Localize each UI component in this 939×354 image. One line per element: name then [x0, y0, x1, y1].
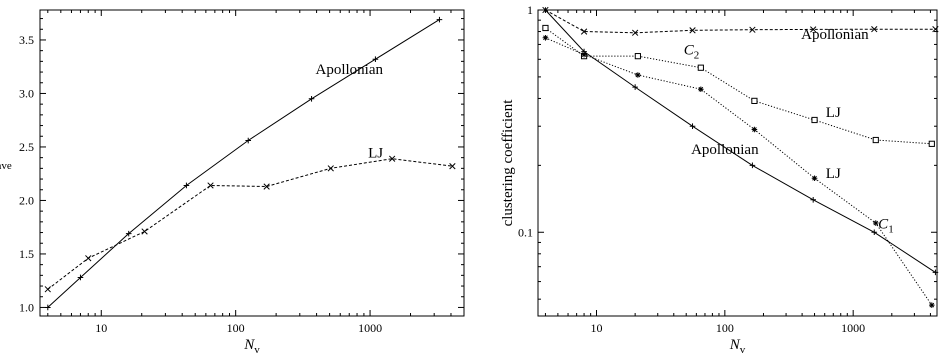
x-tick-label: 1000 — [358, 321, 382, 335]
y-tick-label: 2.0 — [19, 193, 34, 207]
data-point — [872, 220, 879, 226]
data-point — [872, 136, 879, 144]
data-point — [634, 53, 641, 60]
data-point — [810, 196, 816, 203]
path-length-chart: 10 100 1000 1.0 1.5 2.0 2.5 3.0 3.5 Apollonian LJ N… — [0, 9, 465, 354]
data-point — [327, 165, 334, 172]
data-point — [928, 140, 935, 147]
x-tick-label: 100 — [716, 321, 734, 335]
data-point — [580, 28, 588, 35]
data-point — [689, 27, 696, 34]
data-point — [749, 162, 756, 169]
y-axis-label: lave — [0, 153, 12, 172]
series-apollonian — [44, 16, 443, 311]
series-apollonian-c2 — [542, 6, 939, 36]
plot-frame — [39, 9, 465, 317]
series-line — [545, 27, 932, 145]
x-axis-label: Nv — [729, 337, 746, 354]
data-point — [77, 274, 84, 281]
data-point — [932, 26, 939, 33]
data-point — [207, 182, 214, 189]
x-tick-label: 10 — [591, 321, 603, 335]
data-point — [542, 34, 549, 41]
data-point — [751, 126, 758, 133]
data-point — [749, 26, 756, 33]
data-point — [141, 228, 148, 235]
series-line — [545, 37, 933, 306]
data-point — [542, 24, 549, 32]
data-point — [932, 269, 939, 276]
annotation-label: Apollonian — [801, 27, 869, 43]
data-point — [811, 175, 818, 182]
x-axis-label: Nv — [243, 337, 260, 354]
data-point — [811, 116, 818, 124]
y-tick-label: 0.1 — [518, 225, 533, 239]
x-tick-label: 100 — [227, 321, 245, 335]
data-point — [308, 96, 315, 102]
data-point — [632, 84, 638, 90]
data-point — [871, 26, 878, 33]
data-point — [388, 155, 396, 162]
data-point — [436, 16, 443, 23]
annotation-label: Apollonian — [691, 142, 759, 158]
y-axis-label: clustering coefficient — [500, 99, 516, 227]
x-tick-label: 1000 — [841, 321, 865, 335]
data-point — [44, 286, 51, 293]
annotation-label: Apollonian — [315, 62, 383, 78]
data-point — [635, 72, 641, 78]
data-point — [871, 229, 878, 236]
data-point — [581, 51, 587, 58]
data-point — [751, 97, 758, 104]
y-tick-label: 1.0 — [19, 300, 34, 314]
data-point — [44, 304, 51, 311]
y-tick-label: 1.5 — [19, 247, 34, 261]
data-point — [631, 29, 639, 36]
data-point — [263, 183, 270, 190]
series-lj-c2 — [542, 24, 935, 147]
data-point — [810, 26, 817, 33]
y-tick-label: 2.5 — [19, 140, 34, 154]
y-tick-label: 3.5 — [19, 33, 34, 47]
plot-frame — [537, 9, 938, 317]
annotation-label: C2 — [684, 43, 700, 62]
series-line — [47, 158, 453, 290]
clustering-chart: 10 100 1000 0.1 1 Apollonian C2 LJ Apollonian LJ C… — [500, 3, 939, 354]
data-point — [449, 163, 456, 170]
data-point — [183, 182, 190, 189]
annotation-label: LJ — [826, 105, 841, 121]
annotation-label: C1 — [878, 216, 894, 235]
y-tick-label: 1 — [527, 3, 533, 17]
data-point — [698, 86, 704, 93]
series-lj-c1 — [542, 34, 935, 308]
y-tick-label: 3.0 — [19, 86, 34, 100]
data-point — [689, 123, 696, 130]
annotation-label: LJ — [826, 166, 841, 182]
data-point — [125, 230, 132, 237]
series-line — [545, 9, 936, 34]
data-point — [85, 255, 92, 262]
annotation-label: LJ — [368, 146, 383, 162]
data-point — [245, 137, 252, 144]
data-point — [929, 302, 935, 308]
series-lj — [44, 155, 456, 293]
x-tick-label: 10 — [95, 321, 107, 335]
data-point — [697, 64, 704, 71]
data-point — [542, 7, 549, 13]
data-point — [372, 56, 379, 63]
series-line — [47, 19, 440, 308]
